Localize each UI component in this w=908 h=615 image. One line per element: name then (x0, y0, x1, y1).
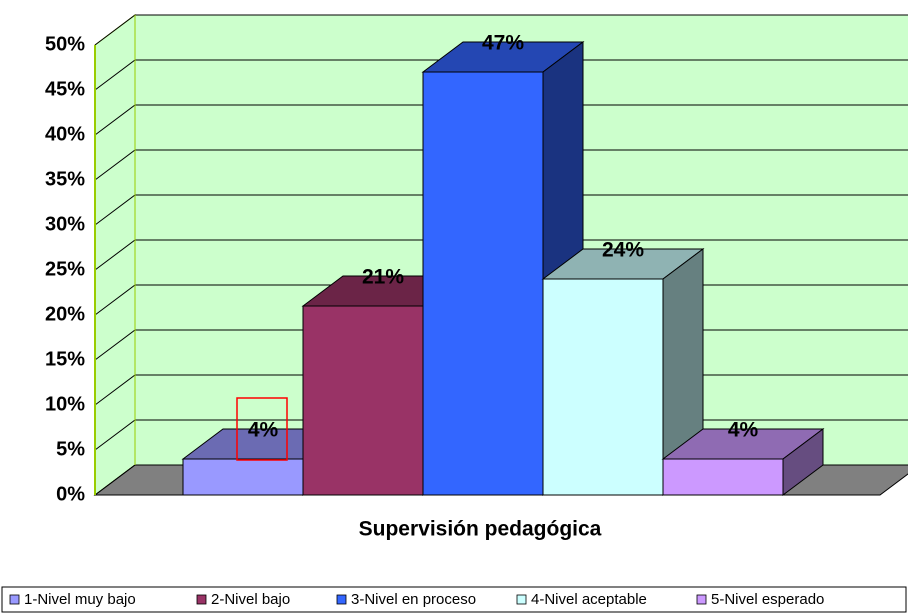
y-tick-label: 25% (45, 258, 85, 280)
legend-marker (696, 594, 707, 605)
y-tick-label: 5% (56, 438, 85, 460)
y-tick-label: 50% (45, 33, 85, 55)
legend-label: 1-Nivel muy bajo (24, 591, 136, 608)
y-tick-label: 10% (45, 393, 85, 415)
y-tick-label: 40% (45, 123, 85, 145)
highlight-box (236, 397, 288, 461)
legend (1, 586, 907, 613)
bar (182, 458, 304, 496)
bar (542, 278, 664, 496)
y-tick-label: 15% (45, 348, 85, 370)
y-tick-label: 0% (56, 483, 85, 505)
y-tick-label: 20% (45, 303, 85, 325)
data-label: 4% (728, 419, 759, 442)
bar (302, 305, 424, 496)
y-tick-label: 45% (45, 78, 85, 100)
y-tick-label: 30% (45, 213, 85, 235)
legend-label: 3-Nivel en proceso (351, 591, 476, 608)
legend-marker (196, 594, 207, 605)
legend-marker (516, 594, 527, 605)
data-label: 4% (248, 419, 279, 442)
legend-marker (336, 594, 347, 605)
data-label: 47% (482, 32, 524, 55)
legend-marker (9, 594, 20, 605)
bar (422, 71, 544, 496)
data-label: 24% (602, 239, 644, 262)
plot-area (93, 14, 908, 496)
legend-label: 5-Nivel esperado (711, 591, 824, 608)
x-axis-label: Supervisión pedagógica (359, 518, 602, 541)
y-tick-label: 35% (45, 168, 85, 190)
data-label: 21% (362, 266, 404, 289)
legend-label: 2-Nivel bajo (211, 591, 290, 608)
legend-label: 4-Nivel aceptable (531, 591, 647, 608)
bar (662, 458, 784, 496)
